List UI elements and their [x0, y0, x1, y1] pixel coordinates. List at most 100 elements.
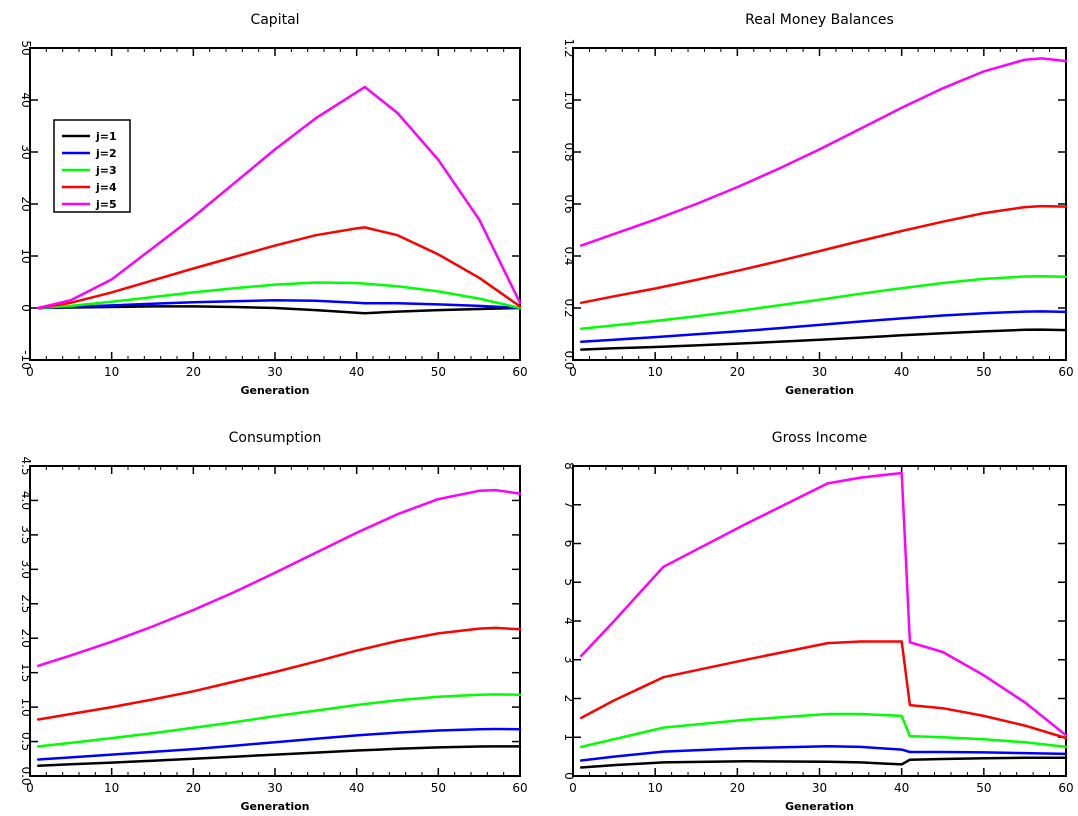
y-tick-label: 2 — [562, 695, 576, 703]
y-tick-label: 4 — [562, 617, 576, 625]
x-tick-label: 20 — [730, 781, 745, 795]
y-tick-label: 20 — [19, 196, 33, 211]
x-tick-label: 40 — [894, 365, 909, 379]
chart-title: Gross Income — [772, 430, 867, 446]
series-line-j3 — [36, 693, 522, 748]
x-tick-label: 20 — [186, 365, 201, 379]
series-line-j1 — [579, 756, 1068, 769]
x-tick-label: 30 — [812, 365, 827, 379]
y-tick-label: 0.2 — [562, 298, 576, 317]
series-line-j1 — [36, 305, 522, 315]
y-tick-label: 2.5 — [19, 594, 33, 613]
series-line-j5 — [579, 57, 1068, 247]
chart-title: Real Money Balances — [745, 12, 894, 28]
y-tick-label: 4.5 — [19, 456, 33, 475]
y-tick-label: 1 — [562, 733, 576, 741]
series-line-j3 — [579, 275, 1068, 331]
series-line-j2 — [579, 310, 1068, 344]
series-line-j1 — [579, 328, 1068, 351]
chart-panel-3: Consumption 0 10 20 30 40 50 60 Generation 0.0 0.5… — [19, 430, 528, 813]
y-tick-label: 40 — [19, 92, 33, 107]
x-tick-label: 20 — [730, 365, 745, 379]
y-tick-label: 1.2 — [562, 38, 576, 57]
x-tick-label: 60 — [512, 365, 527, 379]
x-tick-label: 60 — [1058, 781, 1073, 795]
y-tick-label: 0.4 — [562, 246, 576, 265]
chart-panel-4: Gross Income 0 10 20 30 40 50 60 Generation 0 1 2 3 4… — [562, 430, 1074, 813]
x-tick-label: 50 — [431, 365, 446, 379]
x-axis-label: Generation — [240, 384, 309, 397]
x-tick-label: 30 — [267, 781, 282, 795]
series-line-j4 — [579, 204, 1068, 305]
x-tick-label: 50 — [431, 781, 446, 795]
series-line-j5 — [36, 488, 522, 668]
x-axis-label: Generation — [240, 800, 309, 813]
y-tick-label: 30 — [19, 144, 33, 159]
chart-title: Capital — [250, 12, 299, 28]
y-tick-label: 50 — [19, 40, 33, 55]
y-tick-label: -10 — [19, 350, 33, 370]
y-tick-label: 2.0 — [19, 629, 33, 648]
y-tick-label: 5 — [562, 578, 576, 586]
y-tick-label: 8 — [562, 462, 576, 470]
legend-label: j=2 — [95, 147, 117, 160]
series-line-j3 — [36, 281, 522, 310]
legend-label: j=5 — [95, 198, 117, 211]
y-tick-label: 0 — [19, 304, 33, 312]
x-tick-label: 50 — [976, 781, 991, 795]
series-line-j4 — [36, 626, 522, 721]
x-tick-label: 10 — [648, 365, 663, 379]
legend-label: j=4 — [95, 181, 117, 194]
x-axis-label: Generation — [785, 384, 854, 397]
x-tick-label: 20 — [186, 781, 201, 795]
x-tick-label: 40 — [349, 365, 364, 379]
series-line-j2 — [36, 727, 522, 761]
series-line-j5 — [579, 471, 1068, 737]
series-line-j3 — [579, 712, 1068, 749]
x-tick-label: 30 — [267, 365, 282, 379]
chart-panel-2: Real Money Balances 0 10 20 30 40 50 60 Generati… — [562, 12, 1074, 397]
x-tick-label: 50 — [976, 365, 991, 379]
y-tick-label: 7 — [562, 501, 576, 509]
y-tick-label: 4.0 — [19, 491, 33, 510]
x-tick-label: 60 — [512, 781, 527, 795]
x-tick-label: 0 — [26, 365, 34, 379]
series-line-j4 — [36, 226, 522, 310]
series-line-j1 — [36, 745, 522, 767]
y-tick-label: 10 — [19, 248, 33, 263]
series-line-j2 — [36, 298, 522, 310]
x-tick-label: 30 — [812, 781, 827, 795]
y-tick-label: 0.0 — [562, 350, 576, 369]
y-tick-label: 3 — [562, 656, 576, 664]
x-tick-label: 40 — [894, 781, 909, 795]
y-tick-label: 6 — [562, 540, 576, 548]
legend-label: j=1 — [95, 130, 117, 143]
x-axis-label: Generation — [785, 800, 854, 813]
legend: j=1 j=2 j=3 j=4 j=5 — [53, 119, 131, 213]
y-tick-label: 3.5 — [19, 525, 33, 544]
x-tick-label: 0 — [26, 781, 34, 795]
y-tick-label: 3.0 — [19, 560, 33, 579]
x-tick-label: 10 — [104, 781, 119, 795]
x-tick-label: 0 — [569, 365, 577, 379]
x-tick-label: 10 — [648, 781, 663, 795]
x-tick-label: 10 — [104, 365, 119, 379]
y-tick-label: 0.0 — [19, 766, 33, 785]
y-tick-label: 1.5 — [19, 663, 33, 682]
legend-box — [53, 119, 131, 213]
series-line-j5 — [36, 85, 522, 310]
series-line-j2 — [579, 744, 1068, 762]
y-tick-label: 1.0 — [562, 90, 576, 109]
x-tick-label: 60 — [1058, 365, 1073, 379]
legend-label: j=3 — [95, 164, 117, 177]
y-tick-label: 1.0 — [19, 698, 33, 717]
chart-title: Consumption — [229, 430, 322, 446]
y-tick-label: 0.6 — [562, 194, 576, 213]
x-tick-label: 0 — [569, 781, 577, 795]
x-tick-label: 40 — [349, 781, 364, 795]
series-line-j4 — [579, 640, 1068, 740]
y-tick-label: 0.5 — [19, 732, 33, 751]
y-tick-label: 0 — [562, 772, 576, 780]
y-tick-label: 0.8 — [562, 142, 576, 161]
